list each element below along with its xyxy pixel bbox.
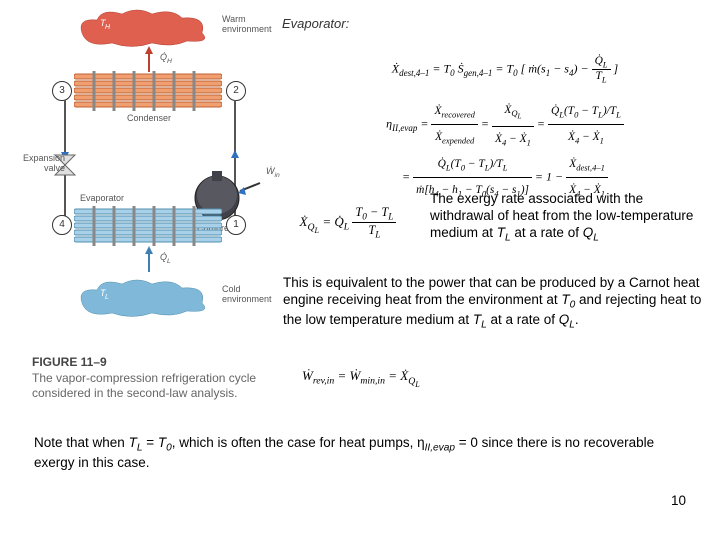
ql-label: Q̇L	[160, 252, 171, 265]
evaporator-title: Evaporator:	[282, 16, 349, 31]
node-1: 1	[226, 215, 246, 235]
refrigeration-cycle-figure: T H Warmenvironment Q̇H	[32, 8, 262, 358]
cold-environment: T L Coldenvironment	[72, 278, 222, 323]
node-4: 4	[52, 215, 72, 235]
qh-label: Q̇H	[160, 52, 172, 65]
node-3: 3	[52, 81, 72, 101]
evaporator	[74, 206, 222, 246]
condenser-label: Condenser	[127, 113, 171, 123]
equation-wrev: Ẇrev,in = Ẇmin,in = ẊQL	[302, 368, 502, 389]
figure-caption-text: The vapor-compression refrigeration cycl…	[32, 371, 256, 401]
equation-xdest: Ẋdest,4–1 = T0 Ṡgen,4–1 = T0 [ ṁ(s1 − s4…	[320, 55, 690, 85]
figure-number: FIGURE 11–9	[32, 355, 107, 369]
expansion-label: Expansionvalve	[17, 153, 65, 173]
cold-env-label: Coldenvironment	[222, 284, 282, 304]
page-number: 10	[671, 493, 686, 508]
node-2: 2	[226, 81, 246, 101]
win-label: Ẇin	[266, 166, 280, 179]
qh-arrow	[140, 46, 158, 74]
condenser	[74, 71, 222, 111]
text-carnot-equivalent: This is equivalent to the power that can…	[283, 275, 703, 333]
warm-env-label: Warmenvironment	[222, 14, 282, 34]
figure-caption: FIGURE 11–9 The vapor-compression refrig…	[32, 355, 267, 402]
svg-text:L: L	[105, 294, 109, 301]
evaporator-label: Evaporator	[80, 193, 124, 203]
text-exergy-rate: The exergy rate associated with the with…	[430, 191, 698, 245]
equation-xql: ẊQL = Q̇L T0 − TLTL	[283, 205, 413, 241]
text-note: Note that when TL = T0, which is often t…	[34, 435, 674, 472]
equation-eta: ηII,evap = ẊrecoveredẊexpended = ẊQLẊ4 −…	[320, 98, 690, 203]
ql-arrow	[140, 246, 158, 274]
